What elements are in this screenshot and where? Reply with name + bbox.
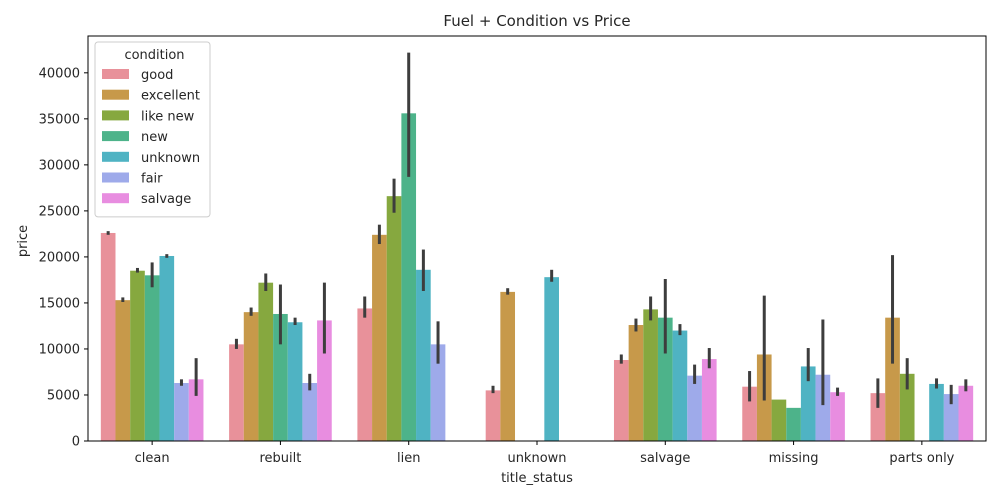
bar-fair-clean [174, 383, 189, 441]
x-tick-label: clean [135, 451, 170, 466]
y-tick-label: 25000 [39, 204, 80, 219]
bar-like-new-rebuilt [258, 282, 274, 441]
y-tick-label: 10000 [39, 342, 80, 357]
legend-label-good: good [141, 68, 173, 83]
legend-swatch-unknown [102, 151, 129, 162]
bar-salvage-salvage [701, 359, 717, 441]
bar-unknown-clean [159, 255, 175, 441]
bar-fair-parts-only [943, 394, 959, 441]
bar-new-salvage [657, 317, 673, 441]
bar-excellent-unknown [500, 291, 516, 441]
bar-unknown-lien [416, 269, 431, 441]
plot-area [100, 52, 974, 442]
bar-unknown-rebuilt [287, 322, 303, 441]
legend-label-excellent: excellent [141, 89, 200, 104]
bar-like-new-lien [386, 196, 402, 441]
legend-swatch-fair [102, 172, 129, 183]
bar-excellent-parts-only [885, 317, 900, 441]
legend-label-fair: fair [141, 172, 163, 187]
y-tick-label: 40000 [39, 66, 80, 81]
x-axis-title: title_status [501, 471, 573, 486]
bar-excellent-rebuilt [243, 312, 259, 441]
legend-swatch-new [102, 131, 129, 142]
bar-salvage-parts-only [958, 385, 974, 441]
bar-like-new-clean [130, 270, 145, 441]
bar-good-missing [742, 386, 757, 441]
bar-fair-rebuilt [302, 383, 318, 441]
x-tick-label: lien [397, 451, 420, 466]
bar-good-clean [100, 232, 116, 441]
x-tick-label: rebuilt [259, 451, 301, 466]
y-tick-label: 15000 [39, 296, 80, 311]
x-tick-label: unknown [507, 451, 566, 466]
legend-title: condition [124, 48, 184, 63]
chart-title: Fuel + Condition vs Price [443, 12, 630, 30]
bar-salvage-rebuilt [317, 320, 332, 441]
x-tick-label: missing [769, 451, 819, 466]
y-tick-label: 20000 [39, 250, 80, 265]
bar-new-missing [786, 407, 801, 441]
legend-swatch-salvage [102, 193, 129, 204]
legend: condition good excellent like new new unknown… [94, 41, 211, 218]
bar-good-parts-only [870, 393, 886, 441]
axes-frame [87, 35, 987, 442]
y-axis-title: price [16, 225, 31, 257]
bar-like-new-parts-only [899, 373, 915, 441]
x-tick-label: parts only [889, 451, 954, 466]
x-tick-label: salvage [640, 451, 690, 466]
bar-new-lien [401, 113, 417, 441]
bar-excellent-lien [372, 234, 387, 441]
y-tick-label: 5000 [47, 388, 80, 403]
bar-good-rebuilt [229, 344, 244, 441]
bar-like-new-missing [771, 399, 787, 441]
bar-fair-missing [815, 374, 831, 441]
legend-swatch-like-new [102, 110, 129, 121]
legend-label-like-new: like new [141, 109, 195, 124]
bar-good-salvage [613, 360, 629, 441]
bar-excellent-clean [115, 300, 131, 441]
bar-good-unknown [485, 390, 501, 442]
bar-unknown-missing [800, 366, 816, 441]
bar-good-lien [357, 308, 373, 441]
bar-like-new-salvage [643, 309, 658, 442]
legend-label-salvage: salvage [141, 192, 191, 207]
axes: 0 5000 10000 15000 20000 25000 30000 35000 40000… [39, 35, 987, 466]
y-tick-label: 30000 [39, 158, 80, 173]
legend-swatch-excellent [102, 89, 129, 100]
legend-swatch-good [102, 69, 129, 79]
bar-excellent-salvage [628, 325, 644, 441]
bar-unknown-salvage [672, 330, 688, 441]
y-tick-label: 0 [72, 435, 80, 450]
bar-salvage-missing [830, 392, 845, 441]
bar-unknown-unknown [544, 277, 559, 441]
bar-salvage-clean [188, 379, 204, 441]
bar-fair-salvage [687, 375, 702, 441]
bar-fair-lien [430, 344, 446, 441]
bar-unknown-parts-only [929, 383, 944, 441]
legend-label-unknown: unknown [141, 151, 200, 166]
bar-new-rebuilt [273, 313, 288, 441]
legend-label-new: new [141, 130, 168, 145]
y-tick-label: 35000 [39, 112, 80, 127]
bar-new-clean [144, 275, 160, 441]
